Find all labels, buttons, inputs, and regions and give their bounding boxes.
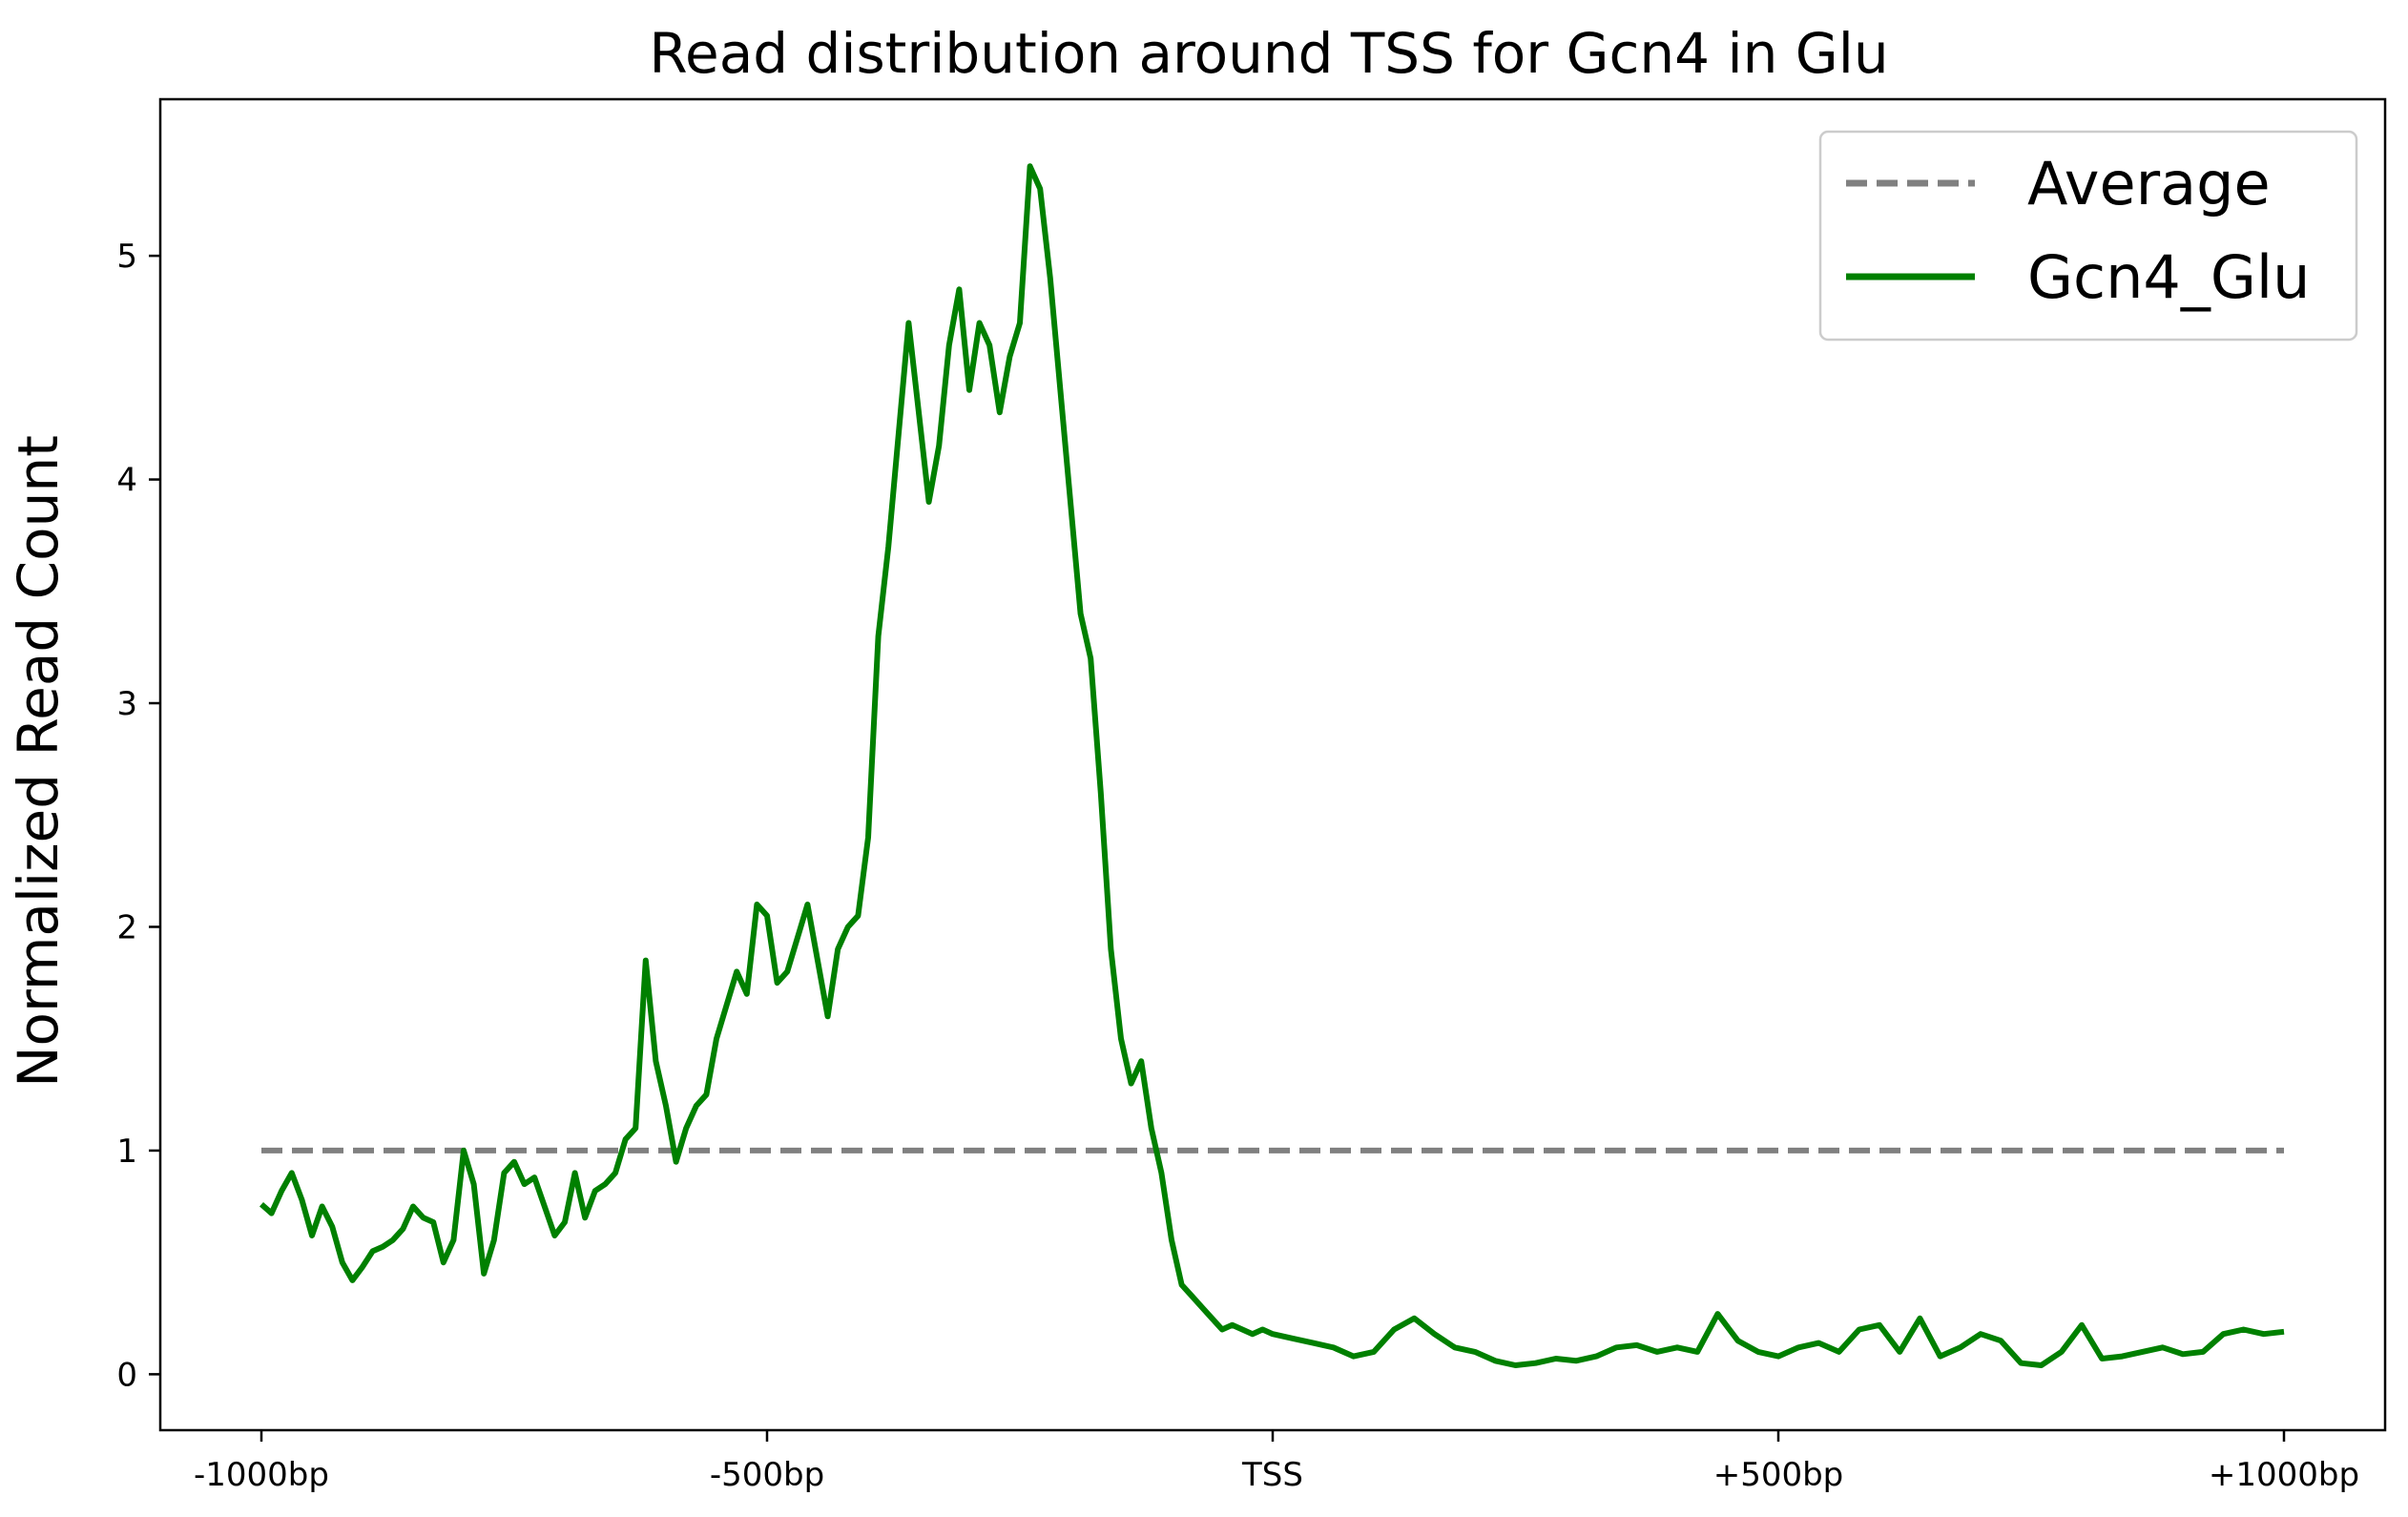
- x-tick-label: +1000bp: [2209, 1456, 2359, 1494]
- y-tick-label: 3: [116, 685, 137, 723]
- legend: Average Gcn4_Glu: [1818, 130, 2358, 342]
- x-tick-label: +500bp: [1713, 1456, 1844, 1494]
- legend-gcn4-glu-label: Gcn4_Glu: [2027, 242, 2310, 312]
- y-tick-label: 5: [116, 238, 137, 276]
- x-tick-label: -1000bp: [194, 1456, 329, 1494]
- chart-title: Read distribution around TSS for Gcn4 in…: [649, 21, 1888, 86]
- y-axis-label: Normalized Read Count: [6, 435, 71, 1088]
- x-tick-label: -500bp: [710, 1456, 824, 1494]
- series-layer: [259, 163, 2285, 1368]
- y-tick-label: 1: [116, 1133, 137, 1171]
- y-tick-label: 4: [116, 462, 137, 500]
- x-tick-label: TSS: [1241, 1456, 1303, 1494]
- x-axis-ticks: -1000bp -500bp TSS +500bp +1000bp: [194, 1430, 2359, 1494]
- y-tick-label: 0: [116, 1356, 137, 1394]
- y-axis-ticks: 0 1 2 3 4 5: [116, 238, 160, 1394]
- series-line-gcn4-glu: [259, 163, 2285, 1368]
- y-tick-label: 2: [116, 908, 137, 946]
- legend-average-label: Average: [2027, 149, 2271, 218]
